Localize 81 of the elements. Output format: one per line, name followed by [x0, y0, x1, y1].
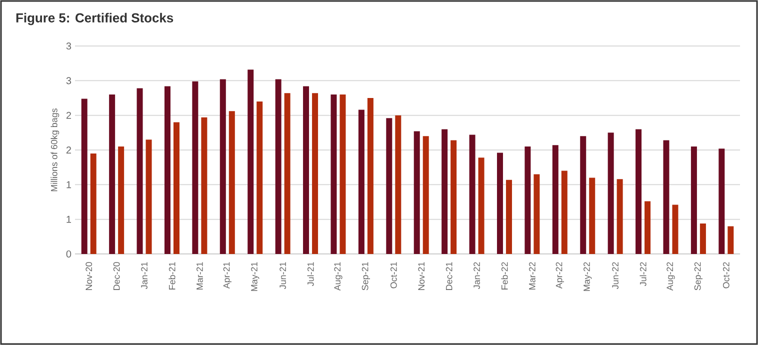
bar: [469, 134, 476, 254]
bar: [220, 79, 226, 254]
y-tick-label: 3: [66, 77, 72, 84]
bar: [636, 129, 642, 254]
x-tick-label: Jul-21: [307, 262, 314, 286]
x-tick-label: Mar-21: [196, 262, 203, 290]
bar: [700, 223, 706, 254]
x-tick-label: Aug-21: [334, 262, 342, 291]
bar: [414, 131, 420, 254]
bar: [358, 110, 364, 254]
bar: [395, 115, 402, 254]
y-tick-label: 0: [66, 250, 72, 258]
bar: [728, 226, 734, 254]
bar: [164, 86, 170, 254]
bar: [118, 146, 124, 254]
x-tick-label: May-21: [251, 262, 260, 291]
y-tick-label: 3: [66, 42, 72, 50]
x-tick-label: Feb-21: [168, 262, 176, 290]
bar: [422, 136, 429, 254]
x-tick-label: Aug-22: [666, 262, 675, 291]
bar: [109, 94, 116, 254]
bar: [284, 93, 290, 254]
bar: [478, 158, 484, 254]
bar: [275, 79, 282, 254]
x-tick-label: Apr-21: [223, 262, 232, 289]
y-tick-label: 2: [66, 112, 71, 119]
bar: [192, 81, 198, 254]
bar: [90, 153, 96, 254]
x-tick-label: Jun-22: [612, 262, 619, 290]
bar: [228, 111, 235, 254]
bar: [340, 94, 346, 254]
bar: [450, 140, 457, 254]
x-tick-label: Feb-22: [501, 262, 508, 290]
bar: [663, 140, 670, 254]
x-tick-label: May-22: [584, 262, 592, 291]
x-tick-label: Oct-21: [390, 262, 397, 288]
bar: [616, 179, 623, 254]
bar: [442, 129, 448, 254]
x-tick-label: Sep-21: [362, 262, 370, 290]
bar: [580, 136, 586, 254]
bar: [173, 122, 180, 254]
bar: [303, 86, 310, 254]
bar: [81, 98, 88, 254]
bar: [367, 98, 374, 254]
bar: [608, 132, 614, 254]
bar: [561, 170, 568, 254]
bar: [386, 118, 392, 254]
x-tick-label: Jan-22: [474, 262, 480, 290]
x-tick-label: Jan-21: [141, 262, 148, 290]
x-tick-label: Dec-20: [113, 262, 120, 290]
x-tick-label: Apr-22: [556, 262, 564, 289]
y-tick-label: 2: [66, 146, 71, 154]
x-tick-label: Nov-20: [86, 262, 92, 290]
chart-title: Figure 5: Certified Stocks: [16, 12, 174, 26]
bar: [644, 201, 651, 254]
bar: [718, 148, 725, 254]
x-tick-label: Jun-21: [280, 262, 286, 290]
bar: [506, 180, 512, 254]
bar: [672, 204, 678, 254]
x-tick-label: Nov-21: [418, 262, 425, 290]
bar: [201, 117, 208, 254]
bar: [146, 140, 152, 254]
bar: [690, 146, 697, 254]
x-tick-label: Oct-22: [722, 262, 730, 288]
y-tick-label: 1: [66, 181, 72, 188]
bar: [552, 145, 558, 254]
bar: [136, 88, 143, 254]
bar: [312, 93, 318, 254]
bar: [248, 70, 254, 254]
bar: [589, 178, 596, 254]
y-tick-label: 1: [66, 216, 72, 223]
bar: [330, 94, 337, 254]
x-tick-label: Sep-22: [694, 262, 703, 290]
bar: [496, 152, 503, 254]
bar: [534, 174, 540, 254]
bar: [524, 146, 531, 254]
x-tick-label: Mar-22: [529, 262, 536, 290]
x-tick-label: Jul-22: [640, 262, 646, 286]
bar: [256, 101, 263, 254]
x-tick-label: Dec-21: [446, 262, 452, 290]
y-axis-title: Millions of 60kg bags: [50, 108, 60, 192]
